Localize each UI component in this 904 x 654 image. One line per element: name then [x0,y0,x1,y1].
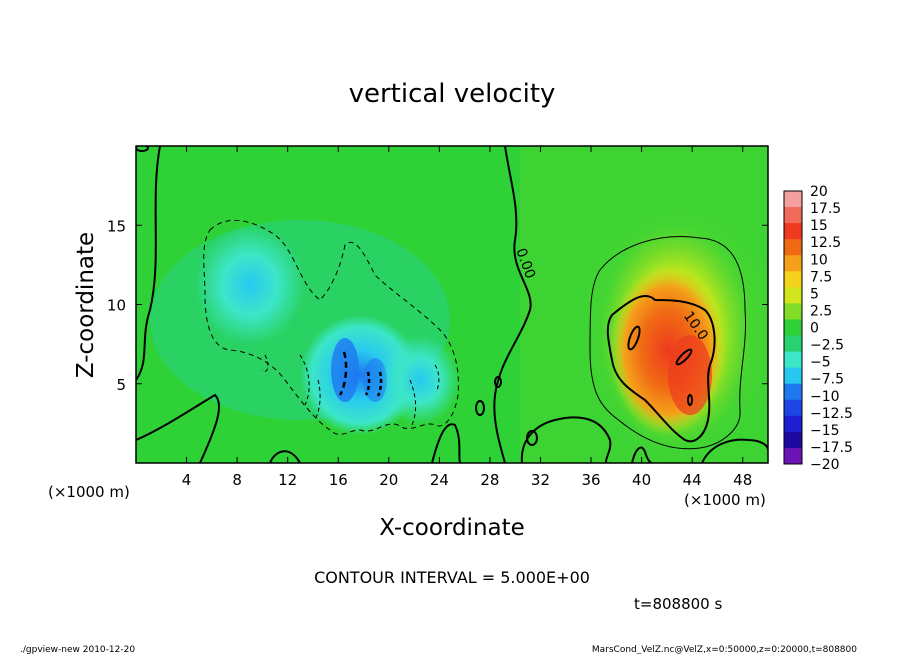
colorbar-swatch [784,399,802,417]
colorbar-label: −17.5 [810,440,853,456]
colorbar-swatch [784,431,802,449]
footer-left: ./gpview-new 2010-12-20 [20,645,135,654]
colorbar-swatch [784,319,802,337]
x-tick-label: 8 [232,471,242,489]
colorbar-swatch [784,367,802,385]
colorbar-label: 15 [810,218,828,234]
x-tick-label: 20 [379,471,398,489]
colorbar-swatch [784,383,802,401]
colorbar-label: 2.5 [810,303,832,319]
colorbar-swatch [784,351,802,369]
x-tick-label: 16 [329,471,348,489]
y-tick-label: 15 [107,217,126,235]
x-tick-label: 44 [683,471,702,489]
x-tick-label: 48 [733,471,752,489]
chart-title: vertical velocity [349,79,556,109]
x-axis-label: X-coordinate [379,515,525,541]
colorbar-label: −12.5 [810,406,853,422]
colorbar-label: 0 [810,321,819,337]
colorbar-swatch [784,255,802,272]
x-tick-label: 32 [531,471,550,489]
y-tick-label: 5 [116,376,126,394]
colorbar-label: −7.5 [810,372,844,388]
footer-right: MarsCond_VelZ.nc@VelZ,x=0:50000,z=0:2000… [592,645,857,654]
colorbar-swatch [784,271,802,288]
colorbar-swatch [784,207,802,224]
colorbar-label: −20 [810,457,840,473]
colorbar-label: 7.5 [810,269,832,285]
y-axis-label: Z-coordinate [73,232,99,378]
colorbar-label: 20 [810,184,828,200]
colorbar-swatch [784,303,802,320]
colorbar-swatch [784,223,802,240]
x-tick-label: 40 [632,471,651,489]
colorbar-label: 10 [810,252,828,268]
x-tick-label: 24 [430,471,449,489]
colorbar-swatch [784,447,802,465]
contour-interval: CONTOUR INTERVAL = 5.000E+00 [314,568,590,587]
time-label: t=808800 s [634,595,722,613]
colorbar-label: 5 [810,286,819,302]
colorbar-swatch [784,335,802,353]
colorbar-label: 17.5 [810,201,841,217]
x-tick-label: 28 [480,471,499,489]
colorbar-swatch [784,287,802,304]
y-tick-label: 10 [107,297,126,315]
x-tick-label: 36 [581,471,600,489]
colorbar-label: 12.5 [810,235,841,251]
colorbar-swatch [784,415,802,433]
colorbar-swatch [784,191,802,208]
colorbar-swatch [784,239,802,256]
y-axis: 5 10 15 [107,217,768,394]
x-tick-label: 4 [182,471,192,489]
x-unit-left: (×1000 m) [48,483,130,501]
colorbar-label: −15 [810,423,840,439]
colorbar-frame [783,190,803,465]
x-tick-label: 12 [278,471,297,489]
x-axis: 4 8 12 16 20 24 28 32 36 40 44 48 [182,146,752,489]
colorbar-label: −2.5 [810,338,844,354]
colorbar-label: −10 [810,389,840,405]
colorbar-label: −5 [810,355,831,371]
x-unit-right: (×1000 m) [684,491,766,509]
